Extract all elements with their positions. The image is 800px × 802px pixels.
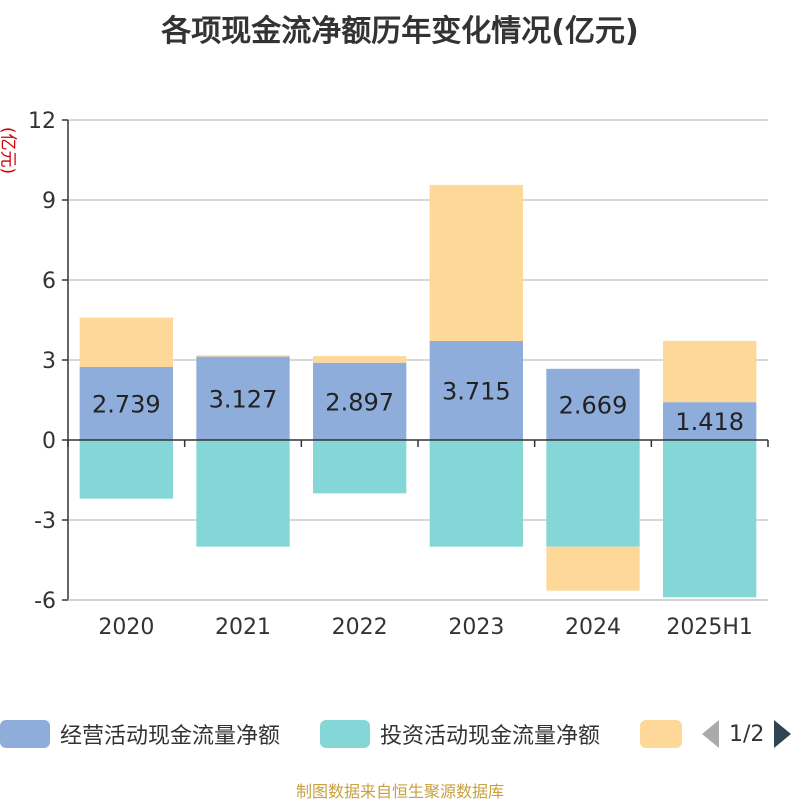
bar-2021-series-2 xyxy=(196,355,290,357)
legend-swatch-third xyxy=(640,720,682,748)
bar-2022-series-0 xyxy=(313,362,407,440)
bar-2020-series-2 xyxy=(79,317,173,367)
legend-swatch-investing xyxy=(320,720,370,748)
y-tick-label: 9 xyxy=(42,189,56,214)
source-footer: 制图数据来自恒生聚源数据库 xyxy=(295,782,504,801)
bar-2025H1-series-2 xyxy=(663,340,757,403)
y-tick-label: -6 xyxy=(34,589,56,614)
bar-2022-series-2 xyxy=(313,356,407,363)
legend: 经营活动现金流量净额 投资活动现金流量净额 1/2 xyxy=(0,714,800,754)
bar-2020-series-1 xyxy=(79,440,173,499)
legend-label-investing: 投资活动现金流量净额 xyxy=(380,724,601,749)
x-tick-label-2022: 2022 xyxy=(332,615,388,640)
y-tick-label: 6 xyxy=(42,269,56,294)
data-label-2021: 3.127 xyxy=(209,385,278,413)
legend-page-indicator: 1/2 xyxy=(729,721,765,747)
bar-2025H1-series-0 xyxy=(663,402,757,440)
legend-pager: 1/2 xyxy=(702,714,792,754)
x-tick-label-2021: 2021 xyxy=(215,615,271,640)
y-tick-label: 3 xyxy=(42,349,56,374)
bar-2021-series-1 xyxy=(196,440,290,547)
x-tick-label-2023: 2023 xyxy=(448,615,504,640)
legend-swatch-operating xyxy=(0,720,50,748)
x-tick-label-2020: 2020 xyxy=(98,615,154,640)
legend-prev-page-icon[interactable] xyxy=(702,720,719,748)
bar-2024-series-2 xyxy=(546,546,640,591)
data-label-2023: 3.715 xyxy=(442,377,511,405)
chart-title: 各项现金流净额历年变化情况(亿元) xyxy=(161,14,639,49)
legend-item-third[interactable] xyxy=(640,714,682,754)
x-tick-label-2024: 2024 xyxy=(565,615,621,640)
bar-2020-series-0 xyxy=(79,366,173,440)
bar-2023-series-0 xyxy=(429,340,523,440)
bar-2024-series-1 xyxy=(546,440,640,547)
legend-item-investing[interactable]: 投资活动现金流量净额 xyxy=(320,714,600,754)
legend-item-operating[interactable]: 经营活动现金流量净额 xyxy=(0,714,280,754)
y-tick-label: -3 xyxy=(34,509,56,534)
data-label-2020: 2.739 xyxy=(92,390,161,418)
stacked-bar-chart: 12 9 6 3 0 -3 -6 2020 2021 2022 2023 2024 2025H1 2.73… xyxy=(28,109,769,640)
bar-2024-series-0 xyxy=(546,368,640,440)
y-tick-label: 12 xyxy=(28,109,56,134)
data-label-2024: 2.669 xyxy=(559,391,628,419)
bar-2023-series-2 xyxy=(429,184,523,341)
legend-label-operating: 经营活动现金流量净额 xyxy=(60,724,281,749)
bar-2021-series-0 xyxy=(196,356,290,440)
bar-2025H1-series-1 xyxy=(663,440,757,598)
data-label-2025H1: 1.418 xyxy=(675,408,744,436)
data-label-2022: 2.897 xyxy=(325,388,394,416)
bar-2023-series-1 xyxy=(429,440,523,547)
x-tick-label-2025H1: 2025H1 xyxy=(666,615,753,640)
y-tick-label: 0 xyxy=(42,429,56,454)
bar-2022-series-1 xyxy=(313,440,407,494)
legend-next-page-icon[interactable] xyxy=(774,720,792,748)
